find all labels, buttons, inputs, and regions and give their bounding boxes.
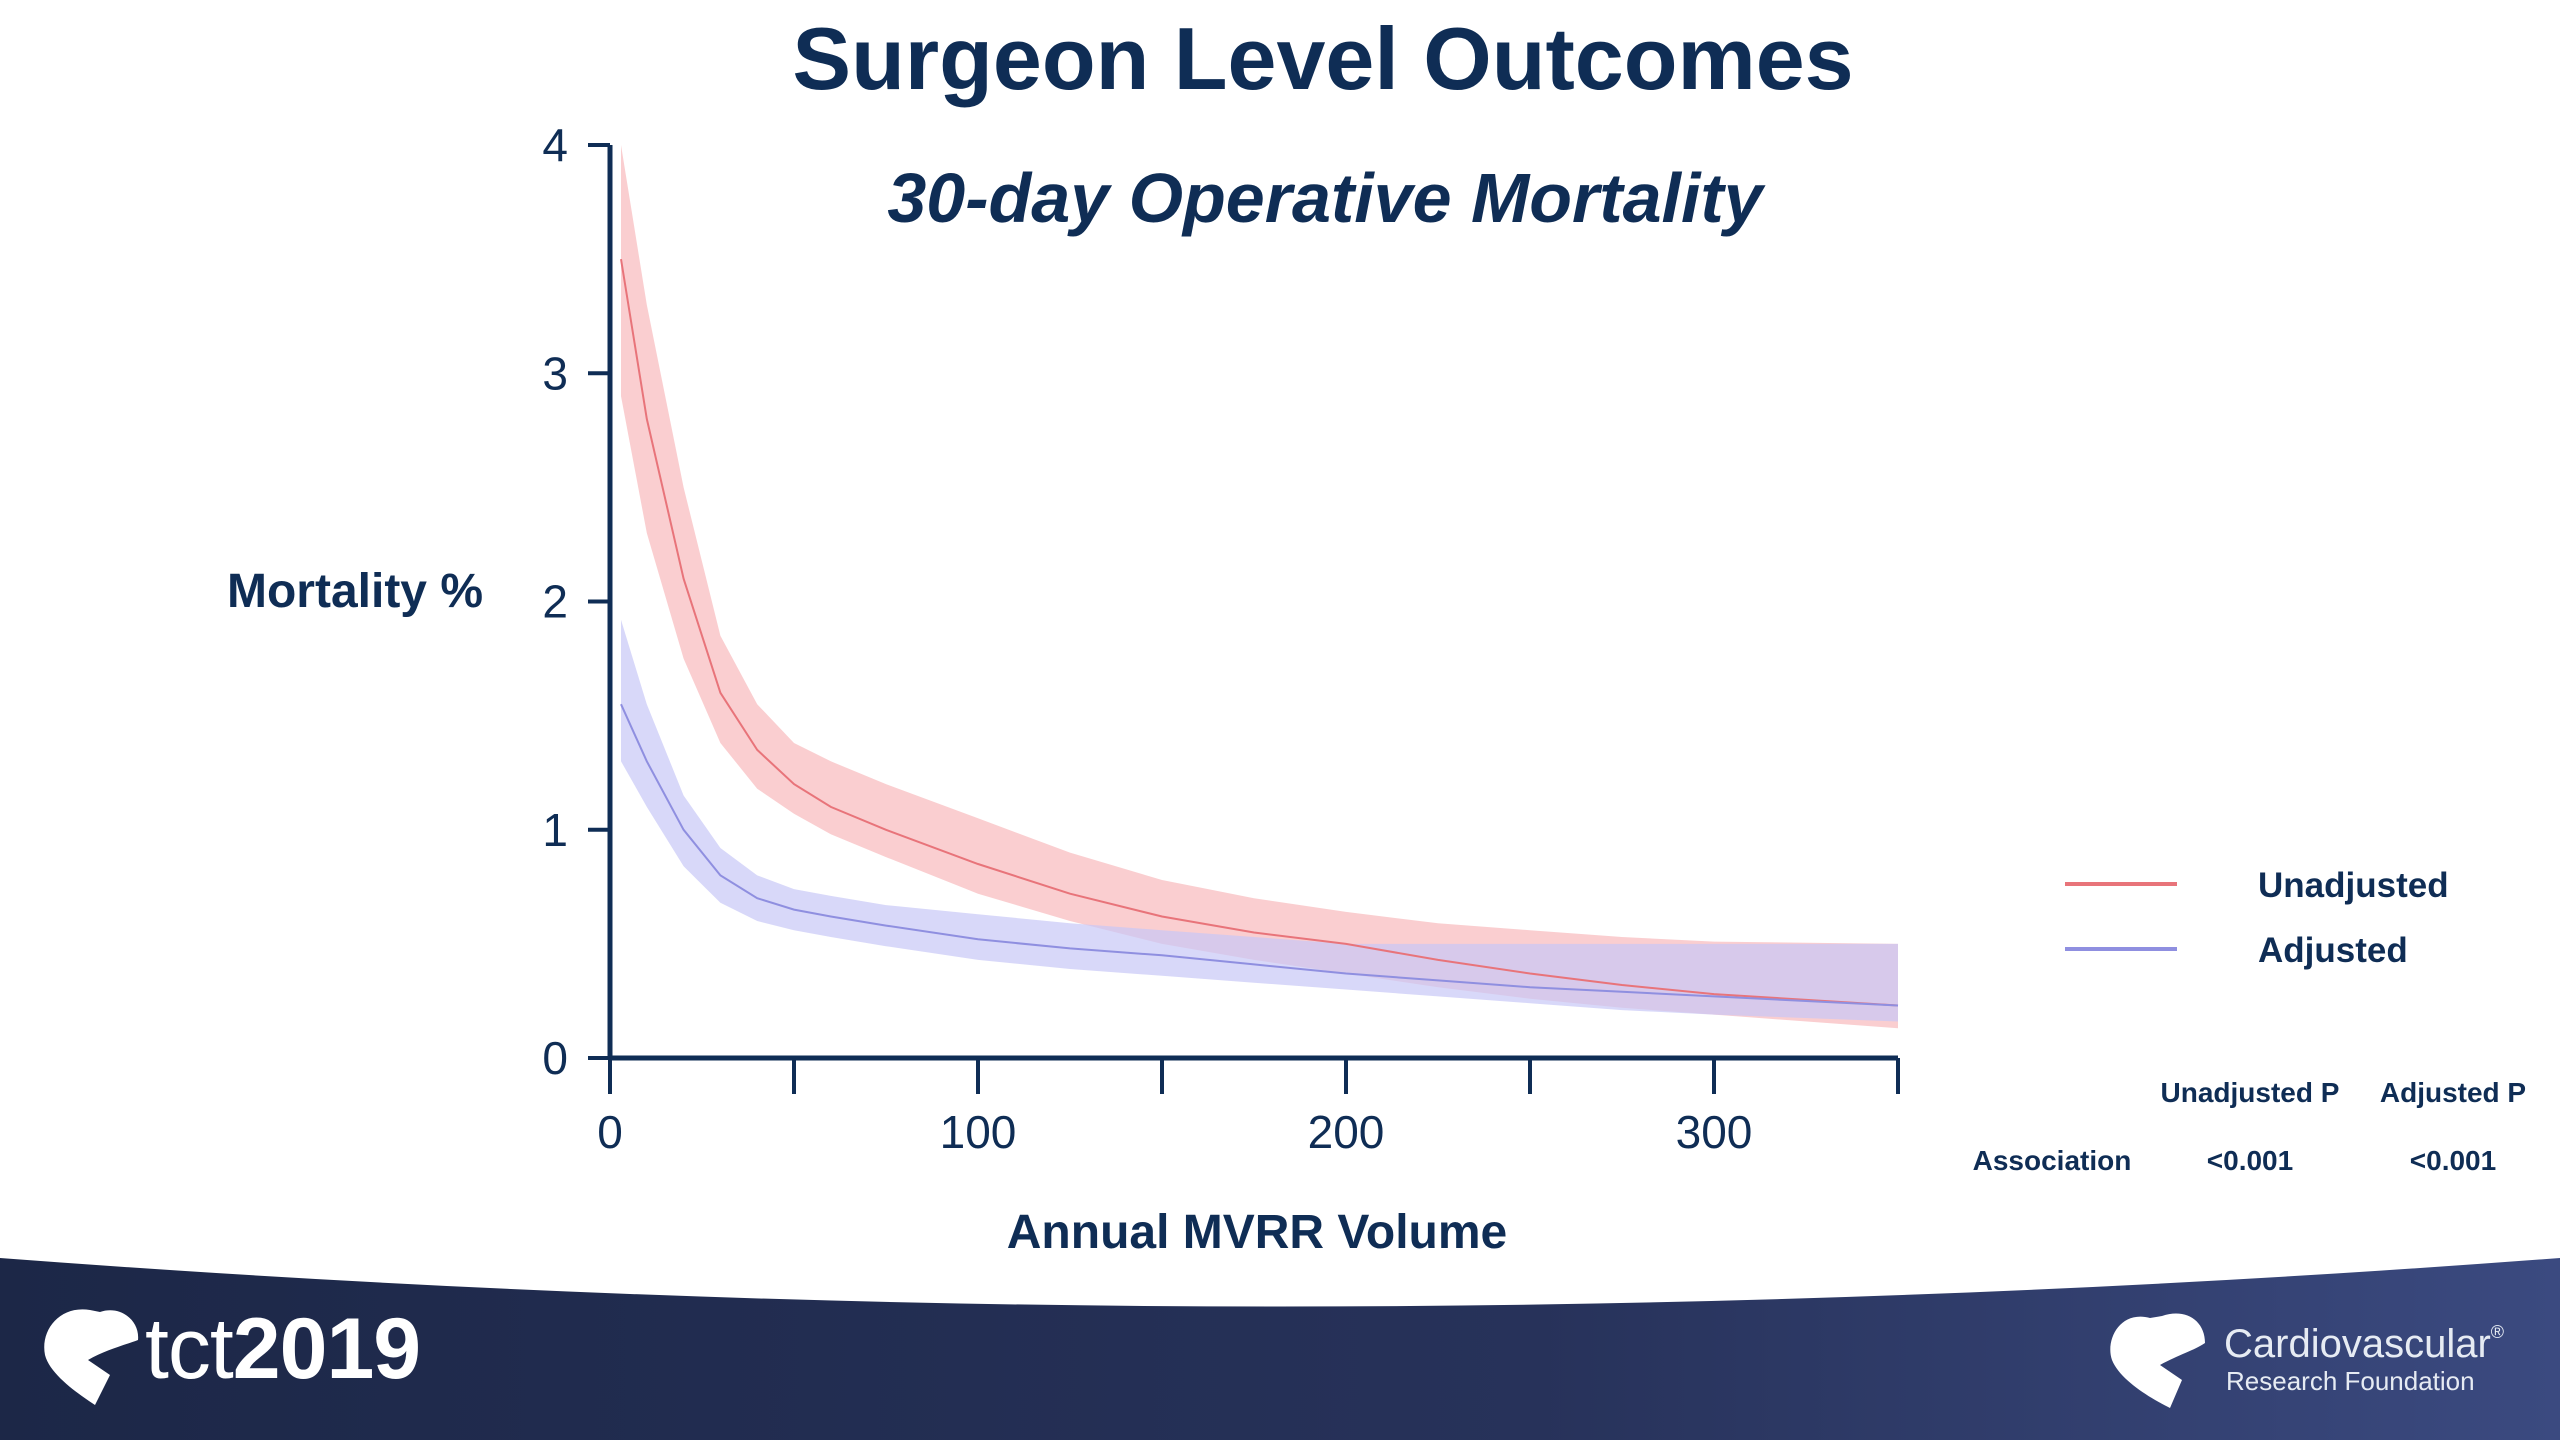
stats-cell: <0.001 [2207, 1145, 2293, 1176]
x-tick-label: 0 [597, 1106, 623, 1158]
legend-label-unadjusted: Unadjusted [2258, 866, 2449, 905]
ci-band-adjusted [621, 619, 1898, 1022]
stats-row-label: Association [1973, 1145, 2132, 1176]
tct-logo: tct2019 [145, 1300, 421, 1399]
legend-label-adjusted: Adjusted [2258, 931, 2408, 970]
tct-logo-word: tct [145, 1301, 234, 1397]
ci-band-unadjusted [621, 145, 1898, 1029]
y-tick-label: 3 [542, 347, 568, 399]
stats-column-header: Unadjusted P [2161, 1077, 2340, 1108]
series-line-unadjusted [620, 258, 1899, 1007]
stats-column-header: Adjusted P [2380, 1077, 2526, 1108]
tct-logo-year: 2019 [232, 1301, 421, 1397]
stats-cell: <0.001 [2410, 1145, 2496, 1176]
crf-logo-name-text: Cardiovascular [2224, 1322, 2491, 1366]
x-tick-label: 200 [1308, 1106, 1385, 1158]
x-tick-label: 300 [1676, 1106, 1753, 1158]
x-axis-label: Annual MVRR Volume [1007, 1206, 1507, 1259]
y-tick-label: 2 [542, 576, 568, 628]
y-tick-label: 4 [542, 119, 568, 171]
x-tick-label: 100 [940, 1106, 1017, 1158]
y-axis-label: Mortality % [227, 565, 483, 618]
series-line-adjusted [620, 703, 1899, 1007]
slide-title: Surgeon Level Outcomes [792, 9, 1854, 108]
chart-title: 30-day Operative Mortality [887, 159, 1765, 237]
crf-logo-sub: Research Foundation [2226, 1366, 2475, 1396]
y-tick-label: 1 [542, 804, 568, 856]
y-tick-label: 0 [542, 1032, 568, 1084]
crf-registered-mark: ® [2490, 1322, 2505, 1342]
crf-logo-name: Cardiovascular® [2224, 1322, 2504, 1367]
